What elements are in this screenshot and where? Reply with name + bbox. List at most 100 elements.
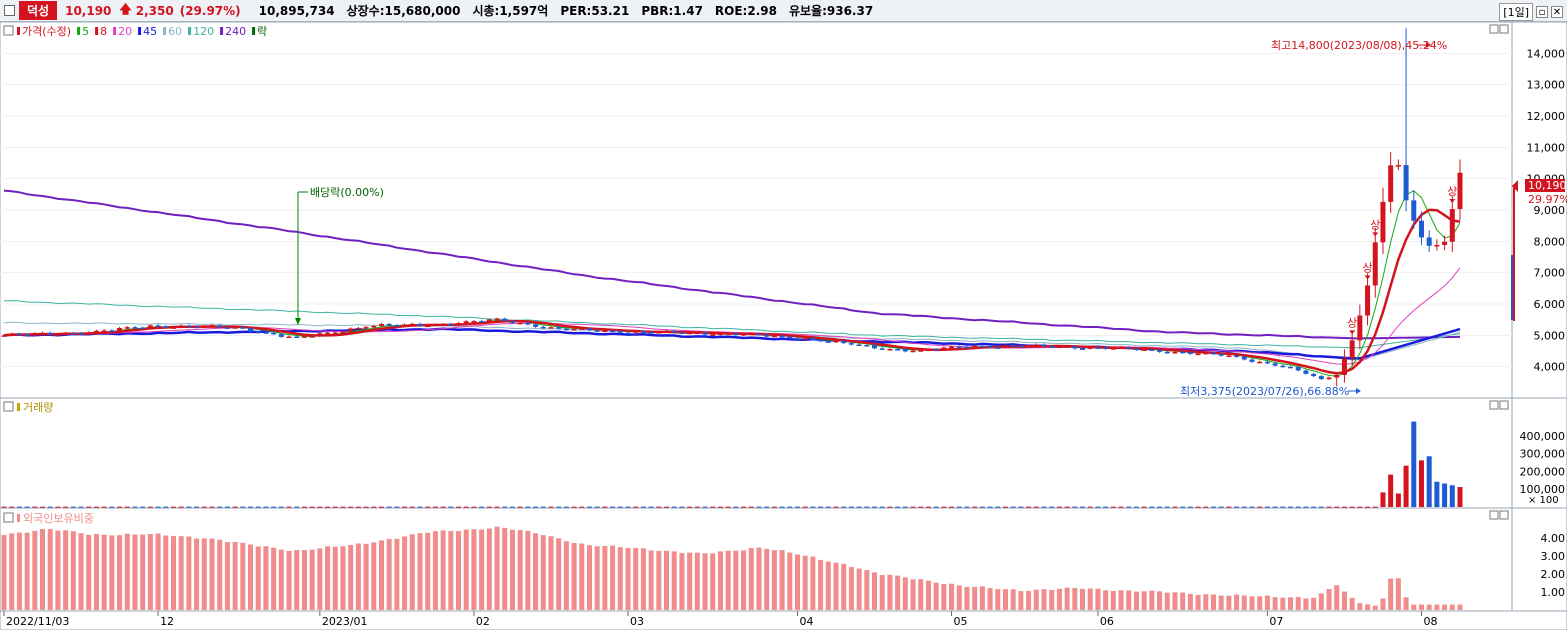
foreign-ownership-bar — [1226, 595, 1232, 610]
price-panel-maximize-icon[interactable] — [1489, 24, 1499, 34]
candle — [571, 327, 577, 331]
volume-bar — [640, 506, 646, 508]
candle — [895, 347, 901, 351]
volume-bar — [147, 506, 153, 508]
x-axis-label: 07 — [1269, 615, 1283, 628]
candle — [964, 345, 970, 349]
legend-item[interactable]: 60 — [163, 25, 182, 38]
foreign-panel-maximize-icon[interactable] — [1489, 510, 1499, 520]
volume-bar — [386, 506, 392, 508]
volume-bar — [9, 506, 15, 508]
legend-item[interactable]: 120 — [188, 25, 214, 38]
window-restore-icon[interactable]: ▫ — [1536, 6, 1548, 18]
volume-panel-maximize-icon[interactable] — [1489, 400, 1499, 410]
volume-bar — [47, 506, 53, 508]
legend-item[interactable]: 240 — [220, 25, 246, 38]
candle — [563, 327, 569, 331]
limit-up-label: 상 — [1370, 218, 1380, 231]
candle — [687, 331, 693, 335]
foreign-panel-close-icon[interactable] — [1499, 510, 1509, 520]
foreign-ownership-bar — [186, 536, 192, 610]
dividend-annotation: 배당락(0.00%) — [295, 186, 384, 325]
foreign-ownership-bar — [1080, 588, 1086, 610]
candle — [995, 346, 1001, 349]
candle — [471, 319, 477, 323]
legend-item[interactable]: 가격(수정) — [17, 25, 71, 38]
per-value: PER:53.21 — [560, 3, 630, 18]
candle — [548, 326, 554, 329]
foreign-ownership-bar — [1103, 590, 1109, 610]
volume-bar — [586, 506, 592, 508]
foreign-ownership-bar — [178, 536, 184, 610]
volume-bar — [132, 506, 138, 508]
foreign-ownership-bar — [1411, 604, 1417, 610]
legend-item[interactable]: 5 — [77, 25, 89, 38]
candle — [301, 335, 307, 338]
stock-name[interactable]: 덕성 — [19, 1, 58, 20]
volume-bar — [1157, 506, 1163, 508]
volume-bar — [941, 506, 947, 508]
foreign-ownership-bar — [9, 533, 15, 610]
foreign-ownership-bar — [633, 548, 639, 610]
foreign-ownership-bar — [109, 535, 115, 610]
volume-bar — [332, 506, 338, 508]
volume-panel-checkbox[interactable] — [3, 401, 14, 412]
candle — [86, 331, 92, 336]
volume-bar — [918, 506, 924, 508]
x-axis-label: 2023/01 — [322, 615, 368, 628]
foreign-ownership-bar — [1357, 603, 1363, 610]
candle — [771, 334, 777, 338]
candle — [417, 322, 423, 327]
foreign-color-swatch — [17, 514, 20, 522]
candle — [648, 330, 654, 334]
volume-bar — [787, 506, 793, 508]
legend-item[interactable]: 8 — [95, 25, 107, 38]
close-icon[interactable]: ✕ — [1551, 6, 1563, 18]
candle — [63, 331, 69, 336]
volume-bar — [1210, 506, 1216, 508]
foreign-ownership-bar — [610, 545, 616, 610]
candle — [533, 323, 539, 328]
volume-bar — [771, 506, 777, 508]
foreign-ownership-bar — [856, 568, 862, 610]
foreign-panel-checkbox[interactable] — [3, 512, 14, 523]
legend-item[interactable]: 락 — [252, 25, 267, 38]
volume-bar — [533, 506, 539, 508]
volume-bar — [1295, 506, 1301, 508]
candle — [409, 322, 415, 326]
volume-bar — [240, 506, 246, 508]
volume-bar — [1241, 506, 1247, 508]
foreign-ownership-bar — [301, 550, 307, 610]
candle — [502, 317, 508, 322]
foreign-ownership-bar — [556, 538, 562, 610]
volume-bar — [1272, 506, 1278, 508]
candle — [1341, 349, 1347, 383]
volume-bar — [1010, 506, 1016, 508]
stock-checkbox[interactable] — [4, 5, 15, 16]
legend-item[interactable]: 45 — [138, 25, 157, 38]
candle — [879, 347, 885, 351]
candle — [201, 325, 207, 328]
legend-item[interactable]: 20 — [113, 25, 132, 38]
volume-bar — [1056, 506, 1062, 508]
period-selector[interactable]: [1일] — [1499, 3, 1533, 21]
candle — [140, 326, 146, 330]
volume-panel-close-icon[interactable] — [1499, 400, 1509, 410]
candle — [1288, 365, 1294, 369]
volume-value: 10,895,734 — [258, 3, 335, 18]
legend-label: 5 — [82, 25, 89, 38]
foreign-ownership-bar — [1234, 594, 1240, 610]
foreign-ownership-bar — [1334, 585, 1340, 610]
price-panel-checkbox[interactable] — [3, 25, 14, 36]
foreign-ownership-bar — [987, 588, 993, 610]
candle — [841, 339, 847, 345]
high-annotation: 최고14,800(2023/08/08),45.24% — [1271, 39, 1447, 52]
x-axis-label: 08 — [1423, 615, 1437, 628]
foreign-ownership-bar — [1195, 594, 1201, 610]
price-panel-close-icon[interactable] — [1499, 24, 1509, 34]
foreign-ownership-bar — [55, 530, 61, 610]
foreign-ownership-bar — [1002, 589, 1008, 610]
foreign-ownership-bar — [1426, 604, 1432, 610]
candle — [16, 332, 22, 336]
